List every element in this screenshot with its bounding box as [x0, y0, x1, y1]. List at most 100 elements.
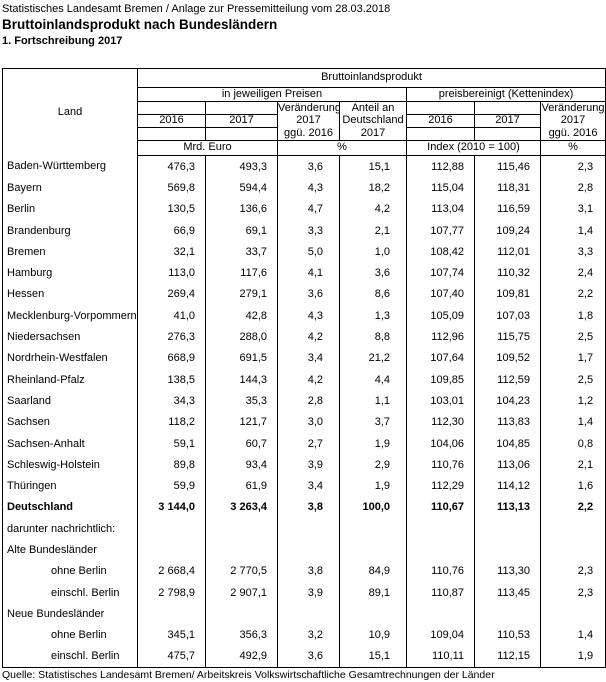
cell-value: 4,7 — [277, 198, 340, 220]
cell-value: 21,2 — [339, 347, 407, 369]
subgroup-nominal: in jeweiligen Preisen — [137, 87, 407, 102]
table-row: Brandenburg 66,9 69,1 3,3 2,1 107,77 109,24 1,4 — [2, 219, 606, 242]
col-header: ggü. 2016 — [277, 127, 340, 141]
row-label: Baden-Württemberg — [2, 155, 138, 178]
cell-value: 4,4 — [339, 368, 407, 391]
cell-value: 100,0 — [339, 496, 407, 519]
row-label: Deutschland — [2, 496, 138, 519]
cell-value: 345,1 — [137, 624, 206, 646]
table-row: Bayern 569,8 594,4 4,3 18,2 115,04 118,31 2,8 — [2, 177, 606, 199]
cell-value — [339, 539, 407, 561]
col-header — [205, 101, 278, 115]
cell-value: 2 907,1 — [205, 581, 278, 604]
document-supertitle: Statistisches Landesamt Bremen / Anlage … — [2, 3, 391, 15]
table-row: darunter nachrichtlich: — [2, 518, 606, 540]
cell-value: 114,12 — [474, 475, 541, 497]
cell-value: 89,1 — [339, 581, 407, 604]
cell-value: 4,2 — [277, 368, 340, 391]
row-label: Mecklenburg-Vorpommern — [2, 305, 138, 327]
cell-value — [406, 518, 475, 540]
row-label: Berlin — [2, 198, 138, 220]
cell-value: 112,30 — [406, 411, 475, 433]
table-header: Land Bruttoinlandsprodukt in jeweiligen … — [2, 68, 606, 156]
page-subtitle: 1. Fortschreibung 2017 — [2, 35, 123, 47]
cell-value: 3,3 — [277, 219, 340, 242]
col-header: Veränderung — [539, 101, 606, 115]
header-row-units: Mrd. Euro % Index (2010 = 100) % — [3, 140, 606, 156]
cell-value: 1,8 — [539, 305, 606, 327]
table-body: Baden-Württemberg 476,3 493,3 3,6 15,1 112,88… — [2, 155, 606, 668]
cell-value: 115,75 — [474, 326, 541, 348]
row-label: Rheinland-Pfalz — [2, 368, 138, 391]
cell-value — [539, 539, 606, 561]
cell-value: 4,2 — [339, 198, 407, 220]
table-row: Rheinland-Pfalz 138,5 144,3 4,2 4,4 109,85 112… — [2, 368, 606, 391]
cell-value: 8,8 — [339, 326, 407, 348]
col-header: 2017 — [277, 114, 340, 128]
cell-value: 10,9 — [339, 624, 407, 646]
cell-value: 117,6 — [205, 262, 278, 284]
cell-value — [406, 603, 475, 625]
table-row: Berlin 130,5 136,6 4,7 4,2 113,04 116,59 3,1 — [2, 198, 606, 220]
cell-value: 110,11 — [406, 645, 475, 668]
cell-value: 138,5 — [137, 368, 206, 391]
cell-value: 2,8 — [539, 177, 606, 199]
cell-value — [205, 539, 278, 561]
col-header — [406, 101, 475, 115]
cell-value: 3,8 — [277, 496, 340, 519]
table-row: Neue Bundesländer — [2, 603, 606, 625]
cell-value: 113,13 — [474, 496, 541, 519]
row-label: Alte Bundesländer — [2, 539, 138, 561]
col-header: ggü. 2016 — [539, 127, 606, 141]
row-label: Thüringen — [2, 475, 138, 497]
cell-value: 2,5 — [539, 368, 606, 391]
header-row-line1: Veränderung Anteil an Veränderung — [3, 101, 606, 115]
cell-value: 2 798,9 — [137, 581, 206, 604]
cell-value: 2,2 — [539, 496, 606, 519]
cell-value: 1,1 — [339, 390, 407, 412]
cell-value: 66,9 — [137, 219, 206, 242]
cell-value: 492,9 — [205, 645, 278, 668]
row-label: ohne Berlin — [2, 624, 138, 646]
unit-index-pct: % — [539, 140, 606, 156]
table-row: Hessen 269,4 279,1 3,6 8,6 107,40 109,81 2,2 — [2, 283, 606, 306]
cell-value — [339, 518, 407, 540]
cell-value: 2,4 — [539, 262, 606, 284]
table-row: einschl. Berlin 475,7 492,9 3,6 15,1 110,11 11… — [2, 645, 606, 668]
cell-value: 1,7 — [539, 347, 606, 369]
cell-value: 569,8 — [137, 177, 206, 199]
cell-value: 109,04 — [406, 624, 475, 646]
row-label: Saarland — [2, 390, 138, 412]
cell-value: 8,6 — [339, 283, 407, 306]
cell-value: 269,4 — [137, 283, 206, 306]
table-row: Mecklenburg-Vorpommern 41,0 42,8 4,3 1,3 105,… — [2, 305, 606, 327]
cell-value: 1,9 — [339, 475, 407, 497]
cell-value: 112,88 — [406, 155, 475, 178]
row-label: Niedersachsen — [2, 326, 138, 348]
table-row: Deutschland 3 144,0 3 263,4 3,8 100,0 110,67 1… — [2, 496, 606, 519]
cell-value: 61,9 — [205, 475, 278, 497]
cell-value: 109,85 — [406, 368, 475, 391]
cell-value: 60,7 — [205, 432, 278, 455]
cell-value: 18,2 — [339, 177, 407, 199]
cell-value: 104,23 — [474, 390, 541, 412]
cell-value: 118,2 — [137, 411, 206, 433]
col-header — [474, 127, 541, 141]
cell-value: 3 144,0 — [137, 496, 206, 519]
cell-value: 110,76 — [406, 560, 475, 582]
cell-value: 84,9 — [339, 560, 407, 582]
row-label: Neue Bundesländer — [2, 603, 138, 625]
table-row: Nordrhein-Westfalen 668,9 691,5 3,4 21,2 107,… — [2, 347, 606, 369]
cell-value: 105,09 — [406, 305, 475, 327]
cell-value: 112,59 — [474, 368, 541, 391]
col-header — [474, 101, 541, 115]
cell-value: 3,6 — [277, 283, 340, 306]
col-header-year: 2016 — [137, 114, 206, 128]
cell-value: 130,5 — [137, 198, 206, 220]
header-row-group: Land Bruttoinlandsprodukt — [2, 68, 606, 156]
cell-value: 288,0 — [205, 326, 278, 348]
cell-value: 2,1 — [539, 454, 606, 476]
table-row: ohne Berlin 345,1 356,3 3,2 10,9 109,04 110,53… — [2, 624, 606, 646]
group-header: Bruttoinlandsprodukt — [137, 68, 606, 88]
